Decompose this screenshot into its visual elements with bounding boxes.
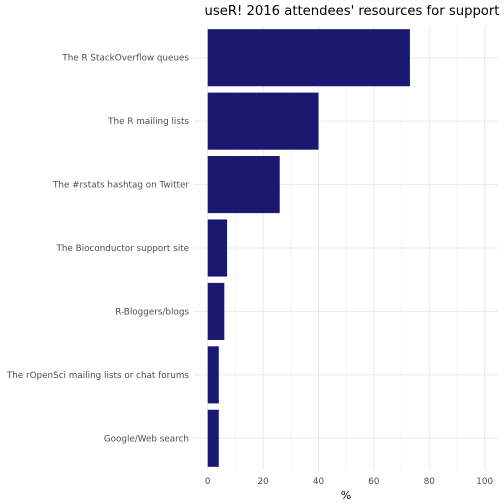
y-tick-label: Google/Web search bbox=[104, 434, 189, 444]
bar bbox=[207, 156, 280, 214]
x-tick-labels: 0 20 40 60 80 100 bbox=[205, 477, 494, 487]
bars bbox=[207, 29, 410, 467]
y-tick-label: The Bioconductor support site bbox=[55, 244, 189, 254]
x-tick-label: 40 bbox=[313, 477, 325, 487]
bar bbox=[207, 29, 410, 87]
x-axis-title: % bbox=[341, 489, 351, 502]
bar bbox=[207, 346, 219, 404]
bar bbox=[207, 409, 219, 467]
bar bbox=[207, 92, 319, 150]
x-tick-label: 60 bbox=[368, 477, 380, 487]
y-tick-label: The R mailing lists bbox=[107, 117, 189, 127]
x-tick-label: 0 bbox=[205, 477, 211, 487]
chart-title: useR! 2016 attendees' resources for supp… bbox=[205, 4, 500, 19]
x-tick-label: 100 bbox=[476, 477, 493, 487]
y-tick-labels: The R StackOverflow queues The R mailing … bbox=[6, 54, 190, 445]
bar bbox=[207, 282, 225, 340]
x-tick-label: 20 bbox=[257, 477, 269, 487]
y-tick-label: The R StackOverflow queues bbox=[61, 54, 189, 64]
bar bbox=[207, 219, 228, 277]
y-tick-label: The rOpenSci mailing lists or chat forum… bbox=[6, 371, 190, 381]
y-tick-label: The #rstats hashtag on Twitter bbox=[52, 181, 189, 191]
y-tick-label: R-Bloggers/blogs bbox=[115, 307, 189, 317]
x-tick-label: 80 bbox=[424, 477, 436, 487]
